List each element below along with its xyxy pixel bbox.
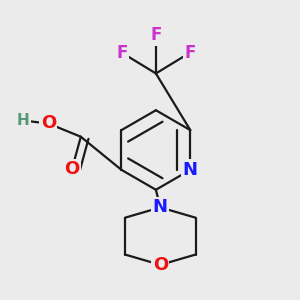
Text: N: N bbox=[183, 161, 198, 179]
Text: F: F bbox=[116, 44, 128, 62]
Text: O: O bbox=[153, 256, 168, 274]
Text: F: F bbox=[184, 44, 195, 62]
Text: O: O bbox=[41, 115, 56, 133]
Text: N: N bbox=[153, 198, 168, 216]
Text: O: O bbox=[64, 160, 80, 178]
Text: H: H bbox=[17, 113, 30, 128]
Text: F: F bbox=[150, 26, 162, 44]
